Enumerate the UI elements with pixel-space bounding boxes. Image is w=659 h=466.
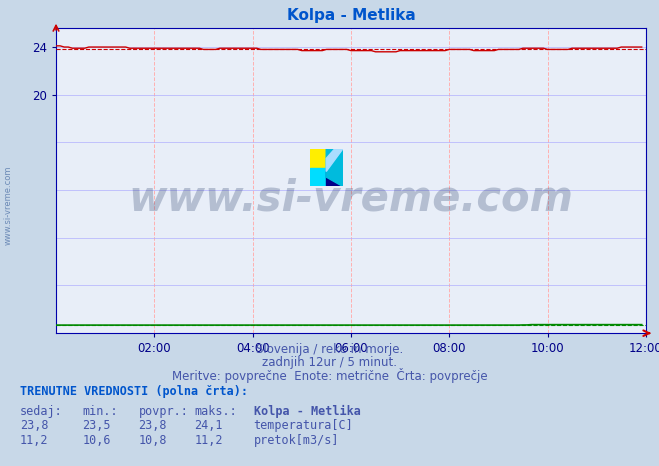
Title: Kolpa - Metlika: Kolpa - Metlika <box>287 7 415 23</box>
Text: 10,6: 10,6 <box>82 434 111 446</box>
Text: 11,2: 11,2 <box>20 434 48 446</box>
Bar <box>326 168 343 186</box>
Text: 23,5: 23,5 <box>82 419 111 432</box>
Text: 10,8: 10,8 <box>138 434 167 446</box>
Text: maks.:: maks.: <box>194 405 237 418</box>
Text: www.si-vreme.com: www.si-vreme.com <box>129 178 573 220</box>
Text: min.:: min.: <box>82 405 118 418</box>
Text: 23,8: 23,8 <box>138 419 167 432</box>
Bar <box>310 149 326 168</box>
Text: Slovenija / reke in morje.: Slovenija / reke in morje. <box>256 343 403 356</box>
Text: TRENUTNE VREDNOSTI (polna črta):: TRENUTNE VREDNOSTI (polna črta): <box>20 385 248 398</box>
Text: Meritve: povprečne  Enote: metrične  Črta: povprečje: Meritve: povprečne Enote: metrične Črta:… <box>172 368 487 383</box>
Text: pretok[m3/s]: pretok[m3/s] <box>254 434 339 446</box>
Text: 23,8: 23,8 <box>20 419 48 432</box>
Text: www.si-vreme.com: www.si-vreme.com <box>4 165 13 245</box>
Text: 11,2: 11,2 <box>194 434 223 446</box>
Text: zadnjih 12ur / 5 minut.: zadnjih 12ur / 5 minut. <box>262 356 397 369</box>
Polygon shape <box>326 149 343 186</box>
Text: sedaj:: sedaj: <box>20 405 63 418</box>
Text: povpr.:: povpr.: <box>138 405 188 418</box>
Bar <box>310 168 326 186</box>
Text: Kolpa - Metlika: Kolpa - Metlika <box>254 404 360 418</box>
Polygon shape <box>326 149 343 171</box>
Text: 24,1: 24,1 <box>194 419 223 432</box>
Text: temperatura[C]: temperatura[C] <box>254 419 353 432</box>
